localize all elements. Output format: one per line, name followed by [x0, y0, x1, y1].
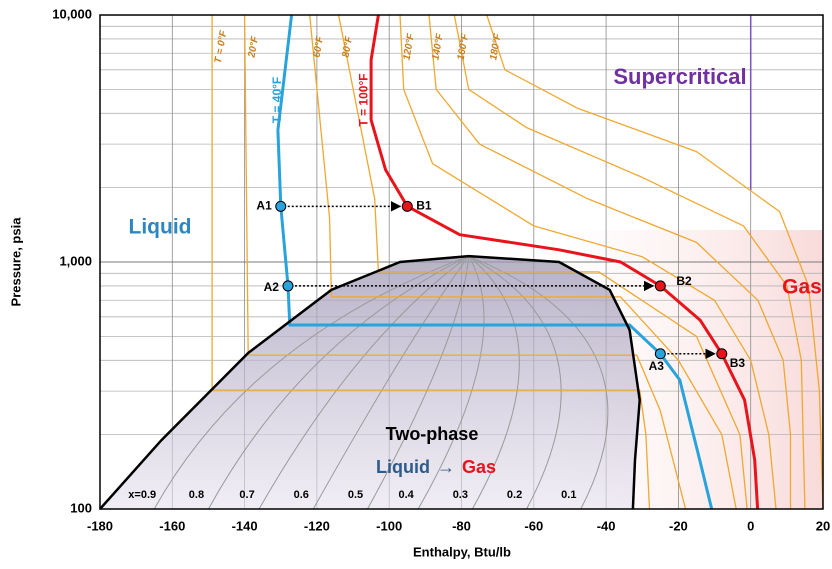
isotherm — [243, 14, 687, 510]
state-point — [716, 348, 728, 360]
isotherm-label: 140°F — [430, 32, 446, 61]
isotherm-label: 60°F — [312, 35, 327, 59]
quality-label: x=0.9 — [128, 489, 156, 501]
state-point — [401, 200, 413, 212]
state-point — [654, 348, 666, 360]
quality-label: 0.6 — [294, 489, 309, 501]
point-label: A1 — [256, 199, 272, 213]
state-point — [282, 280, 294, 292]
y-axis-title: Pressure, psia — [8, 217, 23, 307]
quality-line — [468, 255, 562, 510]
isotherm — [453, 14, 806, 510]
isotherm-label: 80°F — [340, 35, 355, 59]
y-tick-label: 10,000 — [52, 6, 92, 21]
isotherm-label: T = 100°F — [357, 73, 371, 126]
point-label: A2 — [264, 280, 280, 294]
quality-line — [367, 256, 470, 510]
quality-line — [208, 255, 469, 510]
saturation-dome — [99, 254, 641, 510]
region-label: Supercritical — [613, 64, 746, 89]
x-axis-title: Enthalpy, Btu/lb — [413, 544, 511, 559]
y-tick-label: 100 — [70, 500, 92, 515]
point-label: A3 — [649, 359, 665, 373]
point-label: B2 — [676, 274, 692, 288]
quality-line — [468, 255, 520, 510]
isotherm — [399, 14, 777, 510]
x-tick-label: -180 — [87, 518, 113, 533]
quality-label: 0.3 — [453, 489, 468, 501]
x-tick-label: -120 — [304, 518, 330, 533]
region-label: Two-phase — [386, 424, 479, 444]
quality-label: 0.7 — [239, 489, 254, 501]
isotherm-label: 120°F — [401, 32, 417, 61]
quality-label: 0.2 — [507, 489, 522, 501]
labels: Liquid Supercritical Gas Two-phase Liqui… — [8, 6, 830, 559]
x-tick-label: -40 — [597, 518, 616, 533]
region-label: Gas — [462, 457, 496, 477]
quality-label: 0.4 — [398, 489, 414, 501]
region-label: Liquid — [129, 216, 192, 239]
isotherm — [211, 15, 651, 510]
isotherm — [337, 14, 748, 510]
isotherm-label: 180°F — [488, 32, 504, 61]
isotherm-label: 160°F — [456, 32, 472, 61]
x-tick-label: -100 — [376, 518, 402, 533]
x-tick-label: -160 — [159, 518, 185, 533]
state-points — [275, 200, 728, 360]
isotherm — [369, 14, 760, 510]
isotherm-label: T = 0°F — [213, 29, 230, 64]
x-tick-label: -20 — [669, 518, 688, 533]
quality-line — [468, 255, 609, 510]
region-label: Liquid — [376, 457, 430, 477]
x-tick-label: -140 — [232, 518, 258, 533]
isotherm-label: T = 40°F — [270, 77, 284, 123]
x-tick-label: 20 — [816, 518, 830, 533]
point-label: B1 — [416, 199, 432, 213]
isotherm — [486, 14, 824, 510]
x-tick-label: -80 — [452, 518, 471, 533]
quality-label: 0.5 — [348, 489, 363, 501]
isotherm — [276, 14, 714, 510]
quality-label: 0.1 — [561, 489, 576, 501]
region-fills — [100, 256, 640, 509]
state-point — [275, 200, 287, 212]
isotherm — [428, 14, 792, 509]
isotherm — [309, 14, 737, 510]
point-label: B3 — [730, 356, 746, 370]
region-label: → — [437, 457, 455, 477]
two-phase-region — [100, 256, 640, 509]
isotherm-label: 20°F — [246, 35, 261, 60]
quality-label: 0.8 — [189, 489, 204, 501]
quality-line — [258, 255, 470, 510]
plot-frame — [99, 14, 824, 510]
x-tick-label: 0 — [747, 518, 754, 533]
region-label: Gas — [782, 276, 822, 299]
quality-line — [153, 255, 469, 510]
state-point — [654, 280, 666, 292]
curves — [99, 14, 824, 510]
x-tick-label: -60 — [524, 518, 543, 533]
quality-line — [417, 255, 485, 510]
quality-line — [312, 255, 470, 510]
y-tick-label: 1,000 — [59, 253, 92, 268]
